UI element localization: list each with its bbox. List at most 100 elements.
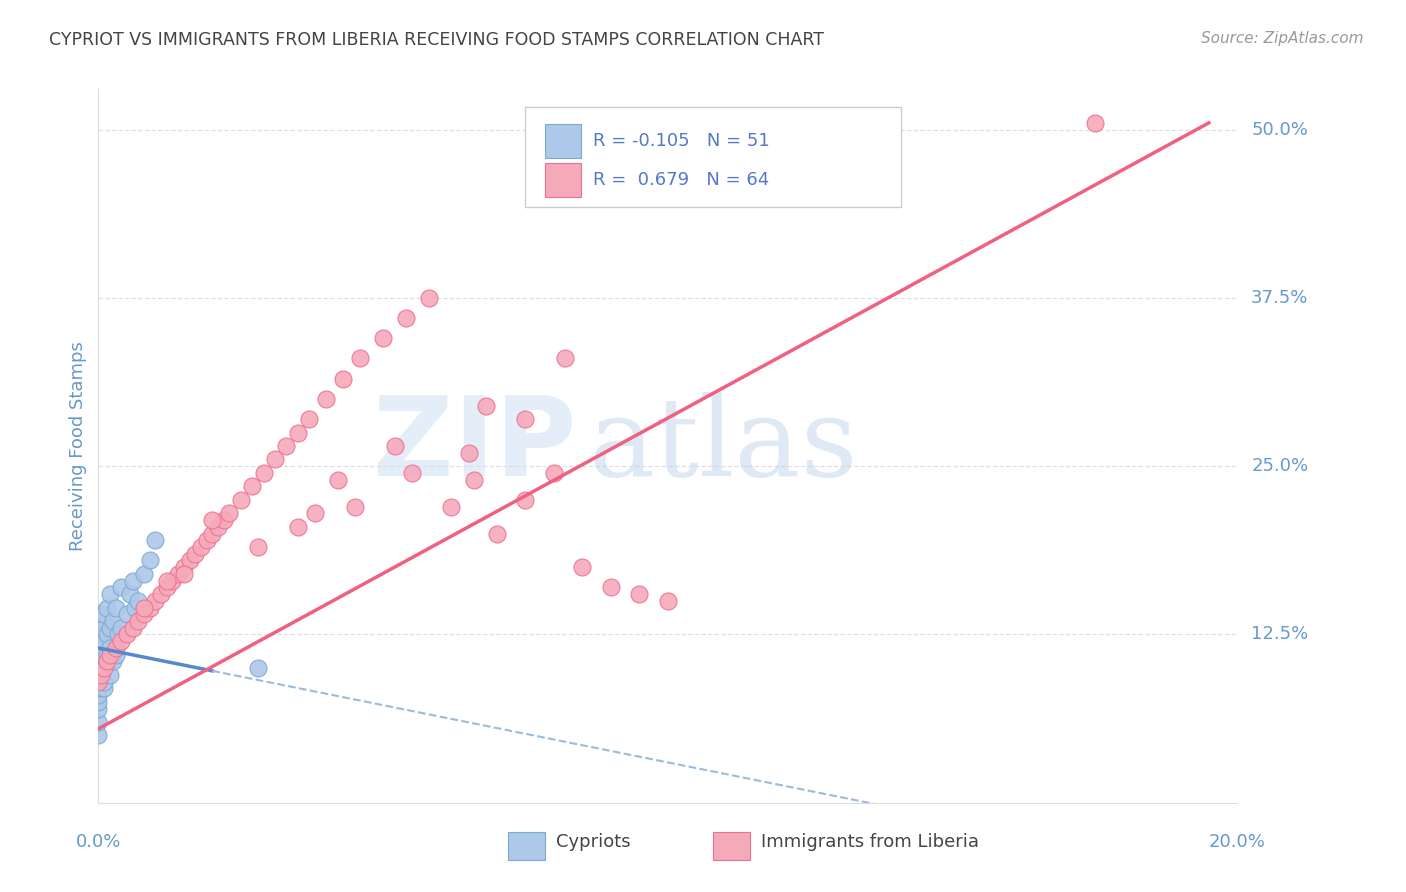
Point: [87, 668, 110, 682]
Point: [124, 600, 146, 615]
Text: 37.5%: 37.5%: [1251, 289, 1309, 307]
Point: [298, 412, 321, 426]
Point: [110, 634, 132, 648]
Point: [349, 351, 371, 366]
Point: [90, 668, 112, 682]
Point: [93, 634, 115, 648]
Point: [96, 648, 118, 662]
Point: [101, 655, 124, 669]
Point: [98, 621, 121, 635]
Text: R = -0.105   N = 51: R = -0.105 N = 51: [593, 132, 769, 150]
Point: [184, 547, 207, 561]
Point: [96, 655, 118, 669]
Point: [343, 500, 366, 514]
Point: [264, 452, 287, 467]
Text: Immigrants from Liberia: Immigrants from Liberia: [761, 833, 979, 851]
Point: [121, 621, 143, 635]
Point: [98, 668, 121, 682]
Point: [98, 640, 121, 655]
Point: [87, 661, 110, 675]
Point: [90, 668, 112, 682]
Point: [96, 627, 118, 641]
Point: [127, 594, 149, 608]
Point: [201, 526, 224, 541]
Point: [101, 614, 124, 628]
Point: [401, 466, 423, 480]
Point: [628, 587, 651, 601]
Point: [121, 574, 143, 588]
Point: [395, 311, 418, 326]
FancyBboxPatch shape: [526, 107, 901, 207]
Point: [87, 634, 110, 648]
Point: [87, 681, 110, 696]
Point: [600, 580, 623, 594]
Point: [212, 513, 235, 527]
Point: [93, 648, 115, 662]
Point: [173, 560, 195, 574]
Point: [93, 661, 115, 675]
Point: [207, 520, 229, 534]
Point: [304, 506, 326, 520]
Point: [93, 607, 115, 622]
Point: [87, 648, 110, 662]
Point: [252, 466, 274, 480]
Point: [104, 648, 127, 662]
Point: [87, 621, 110, 635]
Text: 25.0%: 25.0%: [1251, 458, 1309, 475]
Point: [90, 655, 112, 669]
Point: [457, 446, 479, 460]
FancyBboxPatch shape: [509, 832, 546, 860]
Point: [162, 574, 184, 588]
Point: [440, 500, 463, 514]
Point: [515, 492, 537, 507]
Point: [87, 714, 110, 729]
Point: [127, 614, 149, 628]
Point: [190, 540, 212, 554]
Point: [132, 566, 155, 581]
Point: [87, 614, 110, 628]
Point: [554, 351, 576, 366]
Point: [315, 392, 337, 406]
Point: [138, 553, 160, 567]
Point: [515, 412, 537, 426]
Point: [107, 627, 129, 641]
Point: [145, 594, 167, 608]
Point: [384, 439, 406, 453]
Point: [371, 331, 394, 345]
Point: [90, 640, 112, 655]
Text: 0.0%: 0.0%: [76, 833, 121, 851]
Point: [138, 600, 160, 615]
Text: Cypriots: Cypriots: [557, 833, 631, 851]
Point: [195, 533, 218, 548]
Point: [418, 291, 440, 305]
Point: [87, 627, 110, 641]
Text: Source: ZipAtlas.com: Source: ZipAtlas.com: [1201, 31, 1364, 46]
Point: [93, 681, 115, 696]
Point: [87, 729, 110, 743]
Point: [543, 466, 565, 480]
Point: [145, 533, 167, 548]
Y-axis label: Receiving Food Stamps: Receiving Food Stamps: [69, 341, 87, 551]
Point: [201, 513, 224, 527]
Point: [486, 526, 509, 541]
Point: [150, 587, 173, 601]
Point: [87, 640, 110, 655]
FancyBboxPatch shape: [546, 124, 581, 159]
Text: ZIP: ZIP: [374, 392, 576, 500]
Point: [87, 695, 110, 709]
Point: [87, 674, 110, 689]
Point: [87, 655, 110, 669]
Point: [93, 661, 115, 675]
Point: [104, 600, 127, 615]
Point: [132, 607, 155, 622]
Point: [332, 372, 354, 386]
Point: [93, 674, 115, 689]
Point: [287, 520, 309, 534]
Point: [115, 627, 138, 641]
Point: [98, 648, 121, 662]
Text: atlas: atlas: [588, 392, 858, 500]
Point: [104, 640, 127, 655]
Point: [179, 553, 201, 567]
Point: [87, 674, 110, 689]
Point: [246, 540, 269, 554]
